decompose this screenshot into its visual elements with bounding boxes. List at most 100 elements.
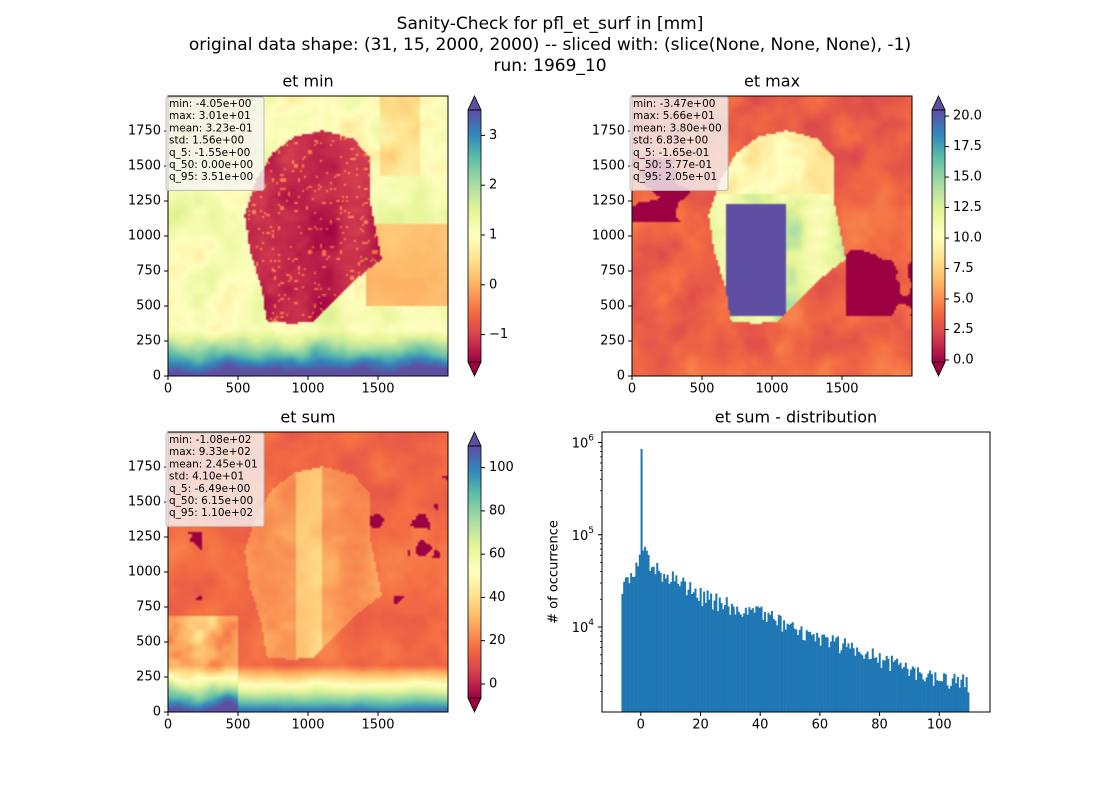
y-tick-label: 1250 — [128, 194, 161, 209]
histogram-bar — [850, 642, 853, 712]
stats-line: q_5: -6.49e+00 — [169, 483, 250, 495]
colorbar: −1 0 1 2 3 — [467, 95, 508, 377]
y-tick-label: 750 — [136, 600, 161, 615]
histogram-bar — [736, 606, 739, 712]
histogram-bar — [762, 619, 765, 712]
histogram-bar — [757, 606, 760, 712]
histogram-bar — [725, 597, 728, 712]
stats-line: q_5: -1.55e+00 — [169, 147, 250, 159]
stats-line: min: -1.08e+02 — [169, 434, 251, 446]
x-tick-label: 500 — [690, 382, 715, 397]
colorbar-tick-label: 2 — [489, 178, 497, 193]
histogram-bar — [659, 572, 662, 712]
suptitle-line3: run: 1969_10 — [493, 56, 607, 76]
histogram-bar — [788, 624, 791, 712]
histogram-bar — [694, 588, 697, 712]
histogram-bar — [965, 677, 968, 712]
histogram-bar — [910, 669, 913, 712]
histogram-bar — [939, 681, 942, 712]
histogram-bar — [866, 651, 869, 712]
x-tick-label: 1000 — [291, 718, 324, 733]
colorbar-extend-max — [467, 431, 482, 447]
histogram-bar — [680, 581, 683, 712]
colorbar-tick-label: 60 — [489, 547, 506, 562]
histogram-bar — [734, 614, 737, 712]
y-tick-label: 1500 — [128, 495, 161, 510]
histogram-bar — [750, 609, 753, 712]
histogram-bar — [650, 567, 654, 712]
histogram-bar — [776, 625, 779, 712]
histogram-bar — [722, 609, 725, 712]
y-tick-label: 104 — [572, 618, 595, 636]
histogram-bar — [783, 620, 786, 712]
x-tick-label: 80 — [871, 718, 888, 733]
histogram-bar — [677, 583, 680, 712]
histogram-bar — [718, 597, 721, 712]
colorbar-gradient — [468, 446, 481, 698]
colorbar-extend-max — [467, 95, 482, 111]
panel-et-max: et max 0 500 1000 1500 0 250 500 750 1000 1250 1500… — [592, 72, 982, 397]
y-tick-label: 250 — [136, 334, 161, 349]
histogram-bar — [819, 645, 822, 712]
histogram-bar — [687, 589, 690, 712]
histogram-bar — [692, 592, 695, 712]
y-tick-label: 0 — [153, 705, 161, 720]
colorbar-tick-label: 17.5 — [953, 139, 982, 154]
histogram-bar — [963, 687, 966, 712]
histogram-bar — [871, 648, 874, 712]
histogram-bar — [805, 630, 808, 712]
histogram-bar — [937, 680, 940, 712]
histogram-bar — [878, 653, 881, 712]
histogram-bar — [770, 611, 773, 712]
histogram-bar — [744, 607, 747, 712]
histogram-bar — [765, 621, 768, 712]
histogram-bar — [814, 641, 817, 712]
histogram-bar — [633, 576, 636, 712]
x-tick-label: 1000 — [755, 382, 788, 397]
histogram-bar — [626, 577, 629, 712]
histogram-bar — [666, 574, 669, 712]
stats-line: mean: 3.23e-01 — [169, 122, 253, 134]
stats-box — [629, 96, 729, 191]
stats-line: q_50: 6.15e+00 — [169, 495, 253, 507]
colorbar-gradient — [932, 110, 945, 362]
histogram-bar — [901, 668, 904, 712]
histogram-bar — [670, 581, 673, 712]
histogram-bar — [803, 640, 806, 712]
histogram-bar — [706, 590, 709, 712]
histogram-bar — [906, 668, 909, 712]
histogram-bar — [859, 653, 862, 712]
suptitle-line2: original data shape: (31, 15, 2000, 2000… — [188, 35, 912, 55]
histogram-bar — [934, 672, 937, 712]
histogram-bar — [737, 611, 740, 712]
histogram-bar — [624, 577, 627, 712]
histogram-bar — [812, 634, 815, 712]
histogram-bar — [623, 581, 626, 712]
histogram-bar — [873, 657, 876, 712]
stats-line: q_95: 2.05e+01 — [633, 171, 717, 183]
histogram-bar — [962, 674, 965, 712]
histogram-bar — [845, 647, 848, 712]
histogram-bar — [760, 606, 763, 712]
y-tick-label: 750 — [600, 264, 625, 279]
y-tick-label: 250 — [136, 670, 161, 685]
stats-line: q_50: 0.00e+00 — [169, 159, 253, 171]
colorbar-tick-label: 100 — [489, 460, 514, 475]
histogram-bar — [810, 635, 813, 712]
histogram-bar — [739, 614, 742, 712]
histogram-bar — [915, 680, 918, 712]
histogram-title: et sum - distribution — [715, 408, 877, 427]
x-tick-label: 1500 — [361, 718, 394, 733]
histogram-bar — [887, 658, 890, 712]
panel-et-min: et min 0 500 1000 1500 0 250 500 750 1000 1250 1500… — [128, 72, 508, 397]
histogram-bar — [925, 677, 928, 712]
colorbar-frame — [467, 445, 482, 699]
histogram-bar — [663, 573, 666, 712]
histogram-bar — [723, 605, 727, 712]
histogram-ylabel: # of occurrence — [547, 520, 562, 624]
histogram-bar — [941, 681, 944, 712]
histogram-bar — [833, 641, 836, 712]
x-tick-label: 500 — [226, 382, 251, 397]
histogram-bar — [797, 635, 800, 712]
y-tick-label: 1000 — [592, 229, 625, 244]
